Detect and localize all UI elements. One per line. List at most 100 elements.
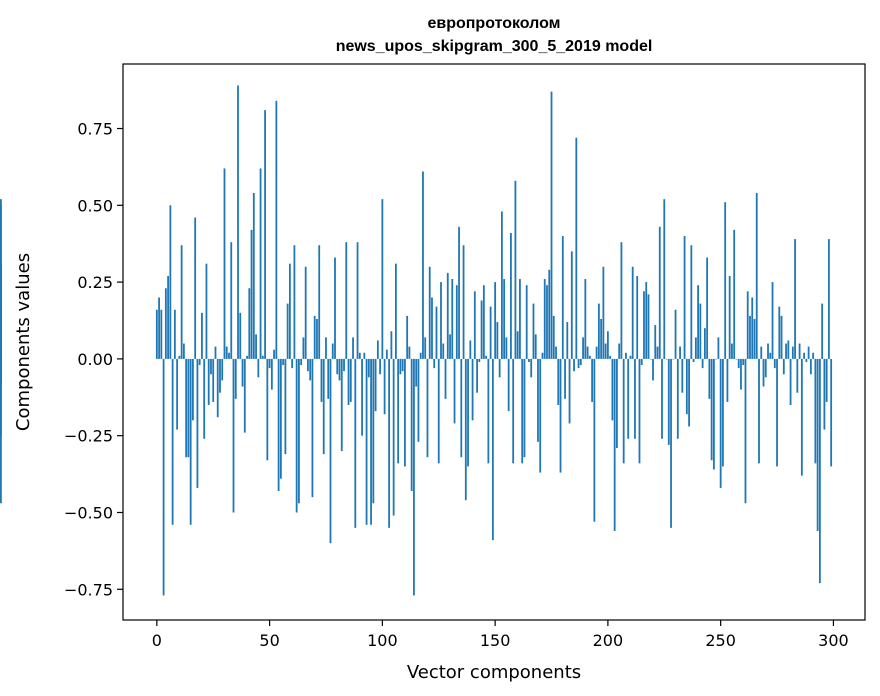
bar-component-15 [189, 358, 192, 525]
bar-component-289 [807, 346, 810, 359]
bar-component-171 [541, 352, 544, 359]
bar-component-271 [767, 343, 769, 359]
bar-component-105 [392, 358, 395, 516]
bar-component-119 [424, 337, 427, 359]
bar-component-100 [381, 199, 384, 359]
bar-component-207 [622, 358, 625, 464]
bar-component-63 [298, 358, 300, 504]
chart-title-line2: news_upos_skipgram_300_5_2019 model [336, 38, 653, 55]
bar-component-19 [198, 358, 201, 366]
bar-component-undefined [0, 358, 2, 436]
bar-component-90 [358, 352, 361, 359]
bar-component-9 [176, 358, 179, 430]
bar-component-46 [259, 168, 262, 359]
bar-component-263 [749, 315, 751, 359]
bar-component-88 [354, 358, 357, 528]
bar-component-76 [327, 358, 330, 399]
bar-component-23 [207, 358, 210, 405]
bar-component-276 [778, 306, 781, 359]
bar-component-176 [552, 315, 555, 359]
bar-component-235 [685, 358, 688, 415]
bar-component-213 [636, 275, 639, 359]
bar-component-190 [584, 279, 587, 359]
bar-component-3 [162, 358, 165, 596]
bar-component-231 [676, 358, 679, 439]
bar-component-134 [458, 226, 460, 359]
bar-component-81 [338, 358, 341, 381]
bar-component-10 [178, 355, 181, 359]
bar-component-96 [372, 358, 375, 504]
bar-component-26 [214, 346, 217, 359]
bar-component-200 [606, 331, 609, 359]
bar-component-55 [279, 358, 282, 479]
bar-component-281 [789, 358, 792, 405]
bar-component-242 [701, 358, 704, 369]
bar-component-116 [417, 358, 420, 442]
bar-component-94 [367, 358, 370, 378]
bar-component-91 [361, 358, 363, 436]
bar-component-86 [349, 358, 352, 402]
bar-component-78 [331, 343, 334, 359]
bar-component-285 [798, 343, 801, 359]
bar-component-283 [794, 239, 796, 359]
chart-title-line1: европротоколом [427, 15, 560, 32]
bar-component-66 [304, 266, 307, 359]
bar-component-34 [232, 358, 235, 513]
bar-component-225 [663, 199, 666, 359]
bar-component-294 [818, 358, 821, 584]
bar-component-250 [719, 358, 722, 488]
bar-component-168 [534, 334, 537, 359]
bar-component-121 [428, 266, 431, 359]
bar-component-230 [674, 309, 677, 359]
bar-component-151 [496, 322, 499, 359]
bar-component-257 [735, 358, 738, 360]
bar-component-101 [383, 358, 386, 415]
bar-component-220 [652, 358, 654, 381]
bar-component-72 [318, 245, 321, 359]
bar-component-215 [640, 358, 643, 366]
bar-component-129 [446, 272, 449, 359]
bar-component-177 [555, 346, 557, 359]
bar-component-269 [762, 358, 765, 387]
bar-component-2 [160, 309, 163, 359]
y-axis-label: Components values [13, 253, 34, 431]
bar-component-180 [561, 236, 564, 359]
bar-component-108 [399, 358, 402, 375]
bar-component-296 [823, 358, 826, 430]
bar-component-184 [570, 251, 573, 359]
bar-component-258 [737, 358, 740, 369]
bar-component-115 [415, 358, 418, 387]
bar-component-41 [248, 288, 251, 359]
bar-component-261 [744, 358, 747, 504]
bar-component-130 [449, 334, 451, 359]
bar-component-84 [345, 242, 348, 359]
bar-component-124 [435, 306, 438, 359]
bar-component-188 [579, 358, 582, 366]
bar-component-277 [780, 315, 783, 359]
bar-component-148 [489, 306, 492, 359]
bar-component-202 [611, 358, 614, 421]
x-axis-label: Vector components [407, 662, 581, 683]
bar-component-156 [507, 358, 510, 412]
bar-component-111 [406, 315, 409, 359]
bar-component-117 [419, 352, 422, 359]
bar-component-74 [322, 358, 325, 455]
bar-component-194 [593, 358, 596, 522]
bar-component-274 [773, 358, 776, 369]
bar-component-112 [408, 346, 411, 359]
bar-component-240 [697, 285, 699, 359]
bar-component-298 [828, 239, 830, 359]
bar-component-75 [325, 337, 327, 359]
bar-component-4 [164, 288, 167, 359]
bar-component-291 [812, 352, 815, 359]
x-tick-label: 150 [480, 631, 511, 650]
bar-component-267 [758, 358, 760, 464]
bar-component-59 [288, 263, 291, 359]
bar-component-8 [173, 309, 176, 359]
bar-component-288 [805, 358, 808, 362]
bar-component-37 [239, 312, 242, 359]
bar-component-14 [187, 358, 190, 458]
bar-component-203 [613, 358, 616, 531]
bar-component-103 [388, 358, 391, 528]
